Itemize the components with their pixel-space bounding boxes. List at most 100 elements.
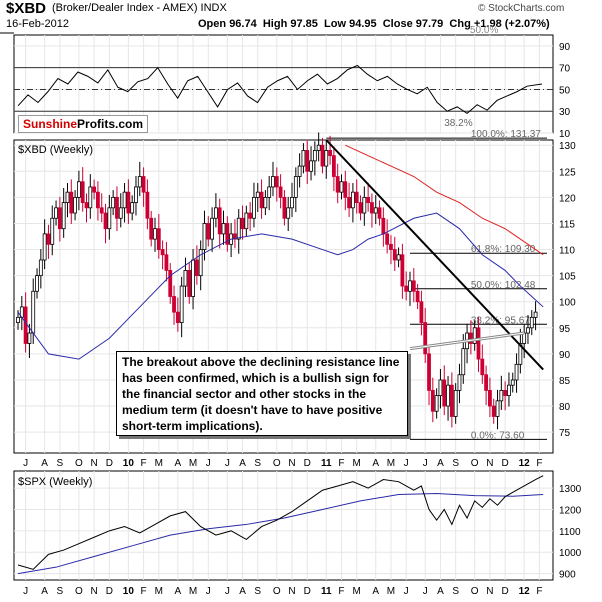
price-bar-body xyxy=(312,150,317,162)
price-bar-body xyxy=(286,207,291,219)
price-bar xyxy=(362,186,367,226)
price-bar xyxy=(392,236,397,271)
price-bar xyxy=(210,207,214,252)
price-bar xyxy=(286,196,291,232)
price-bar-body xyxy=(408,280,412,292)
price-bar-body xyxy=(377,207,382,219)
price-bar xyxy=(309,146,313,181)
price-bar-body xyxy=(69,191,74,214)
support-trend-line-inner xyxy=(409,332,525,350)
low-value: 94.95 xyxy=(349,18,377,30)
price-bar-body xyxy=(156,228,161,250)
fib-level-label: 61.8%: 109.30 xyxy=(471,244,536,255)
price-bar-body xyxy=(507,384,511,397)
price-bar-body xyxy=(274,176,279,188)
price-bar xyxy=(278,174,283,209)
price-bar xyxy=(88,174,93,219)
fib-level-label: 50.0%: 102.48 xyxy=(471,280,536,291)
price-bar-body xyxy=(400,254,405,287)
price-bar-body xyxy=(103,212,108,230)
high-label: High xyxy=(262,18,288,30)
x-tick-label: S xyxy=(254,458,261,469)
price-tick-label: 75 xyxy=(559,428,571,439)
price-bar xyxy=(255,183,260,212)
price-bar xyxy=(156,214,161,259)
price-bar xyxy=(145,179,150,230)
price-bar-body xyxy=(484,374,489,391)
price-bar-body xyxy=(305,150,310,172)
price-bar xyxy=(347,182,352,217)
price-bar-body xyxy=(115,196,119,219)
price-bar-body xyxy=(373,207,378,214)
price-bar xyxy=(301,143,306,174)
price-bar xyxy=(400,243,405,299)
price-bar-body xyxy=(248,212,253,219)
x-tick-label: N xyxy=(486,586,493,597)
price-bar-body xyxy=(392,249,397,261)
price-bar xyxy=(35,268,39,299)
price-bar-body xyxy=(526,327,530,334)
price-bar xyxy=(293,167,298,212)
x-tick-label: F xyxy=(141,586,147,597)
price-bar xyxy=(389,235,393,265)
rsi-top-label: 50.0% xyxy=(470,25,498,36)
price-tick-label: 105 xyxy=(559,272,576,283)
spx-tick-label: 1300 xyxy=(559,484,582,495)
price-bar xyxy=(339,174,344,200)
x-tick-label: A xyxy=(41,458,48,469)
price-bar xyxy=(27,323,32,359)
close-value: 97.79 xyxy=(415,18,444,30)
price-bar xyxy=(290,182,294,217)
price-bar xyxy=(107,195,112,240)
x-tick-label: N xyxy=(288,458,295,469)
price-bar-body xyxy=(339,181,344,193)
price-bar-body xyxy=(172,296,176,313)
price-bar xyxy=(491,398,496,424)
price-tick-label: 85 xyxy=(559,376,571,387)
fib-level-label: 100.0%: 131.37 xyxy=(471,129,541,140)
price-bar xyxy=(206,216,211,247)
price-bar-body xyxy=(389,243,393,250)
price-bar-body xyxy=(130,202,135,214)
x-tick-label: J xyxy=(404,458,409,469)
price-bar xyxy=(472,320,477,351)
x-tick-label: J xyxy=(23,458,28,469)
price-bar xyxy=(236,209,241,254)
price-ma-slow xyxy=(345,144,544,256)
price-bar xyxy=(118,193,123,228)
price-bar-body xyxy=(263,196,268,209)
price-bar-body xyxy=(31,290,36,334)
fib-extra-label: 38.2% xyxy=(444,118,472,129)
x-tick-label: N xyxy=(90,458,97,469)
spx-line xyxy=(17,475,544,570)
price-bar xyxy=(54,200,58,226)
price-bar xyxy=(244,205,249,236)
price-bar xyxy=(263,190,268,216)
price-bar xyxy=(427,344,431,406)
x-tick-label: 12 xyxy=(519,586,531,597)
x-tick-label: F xyxy=(536,458,542,469)
price-bar xyxy=(46,224,51,259)
price-bar-body xyxy=(236,217,241,240)
x-tick-label: 12 xyxy=(519,458,531,469)
price-bar xyxy=(430,377,435,423)
price-bar xyxy=(274,167,279,202)
rsi-tick-label: 50 xyxy=(559,85,571,96)
x-tick-label: F xyxy=(338,458,344,469)
price-bar xyxy=(351,183,355,223)
price-bar-body xyxy=(23,306,28,344)
price-bar-body xyxy=(168,270,173,297)
price-bar xyxy=(172,285,176,325)
price-bar xyxy=(267,175,272,211)
price-bar xyxy=(271,161,275,197)
price-bar-body xyxy=(457,374,462,391)
price-bar-body xyxy=(366,196,371,203)
price-bar xyxy=(419,290,424,336)
price-bar xyxy=(141,167,146,207)
price-bar-body xyxy=(183,270,188,287)
price-bar-body xyxy=(324,150,329,167)
price-bar xyxy=(115,186,119,232)
price-bar-body xyxy=(468,332,473,344)
price-bar xyxy=(453,383,458,424)
